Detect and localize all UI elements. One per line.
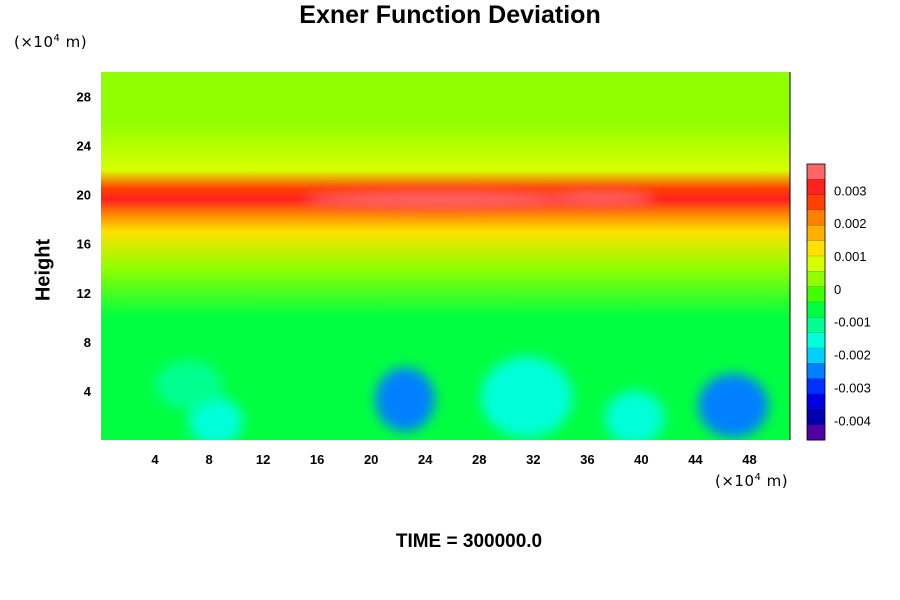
x-tick-label: 8 — [205, 452, 212, 467]
y-axis-unit: (×104 m) — [14, 33, 88, 51]
colorbar-swatch — [807, 317, 825, 334]
y-axis: 4 8 12 16 20 24 28 — [77, 90, 92, 399]
x-axis: 4 8 12 16 20 24 28 32 36 40 44 48 — [151, 452, 756, 467]
y-tick-label: 4 — [84, 384, 92, 399]
colorbar-swatch — [807, 179, 825, 196]
colorbar-swatch — [807, 286, 825, 303]
y-tick-label: 20 — [77, 188, 91, 203]
x-tick-label: 28 — [472, 452, 486, 467]
colorbar-swatch — [807, 164, 825, 180]
anomaly-5 — [155, 360, 223, 410]
anomaly-0 — [375, 367, 435, 432]
anomaly-6 — [303, 190, 574, 209]
colorbar-swatch — [807, 271, 825, 288]
anomaly-2 — [480, 356, 573, 438]
x-tick-label: 20 — [364, 452, 378, 467]
colorbar-swatch — [807, 363, 825, 380]
time-annotation: TIME = 300000.0 — [395, 531, 543, 552]
colorbar-tick-label: -0.004 — [834, 413, 871, 428]
y-tick-label: 8 — [84, 335, 91, 350]
x-tick-label: 36 — [580, 452, 594, 467]
anomaly-3 — [188, 397, 243, 440]
x-tick-label: 12 — [256, 452, 270, 467]
x-tick-label: 24 — [418, 452, 433, 467]
colorbar-tick-label: 0.003 — [834, 183, 867, 198]
colorbar-swatch — [807, 194, 825, 211]
colorbar-tick-label: -0.001 — [834, 315, 871, 330]
plot-area — [101, 72, 791, 440]
chart-title: Exner Function Deviation — [299, 1, 601, 29]
x-tick-label: 16 — [310, 452, 324, 467]
colorbar-swatch — [807, 210, 825, 226]
x-tick-label: 48 — [742, 452, 756, 467]
colorbar-tick-label: -0.002 — [834, 348, 871, 363]
colorbar-tick-label: 0.001 — [834, 249, 867, 264]
anomaly-1 — [698, 373, 769, 438]
colorbar-swatch — [807, 348, 825, 364]
colorbar-tick-label: 0 — [834, 282, 841, 297]
colorbar-swatch — [807, 302, 825, 318]
colorbar-swatch — [807, 225, 825, 242]
colorbar-frame — [806, 163, 826, 441]
x-tick-label: 44 — [688, 452, 703, 467]
colorbar-swatch — [807, 394, 825, 410]
anomaly-7 — [546, 190, 655, 206]
y-tick-label: 28 — [77, 90, 91, 105]
x-axis-unit: (×104 m) — [715, 472, 789, 490]
colorbar-swatch — [807, 378, 825, 395]
y-tick-label: 16 — [77, 237, 91, 252]
colorbar-swatch — [807, 256, 825, 272]
y-tick-label: 24 — [77, 139, 92, 154]
colorbar-swatch — [807, 409, 825, 426]
x-tick-label: 32 — [526, 452, 540, 467]
colorbar-swatch — [807, 240, 825, 257]
x-tick-label: 40 — [634, 452, 648, 467]
colorbar-tick-label: -0.003 — [834, 380, 871, 395]
colorbar: 0.003 0.002 0.001 0 -0.001 -0.002 -0.003 -0.004 — [806, 163, 871, 441]
colorbar-swatch — [807, 332, 825, 349]
colorbar-tick-label: 0.002 — [834, 216, 867, 231]
x-tick-label: 4 — [151, 452, 159, 467]
colorbar-swatch — [807, 424, 825, 441]
y-tick-label: 12 — [77, 286, 91, 301]
anomaly-4 — [604, 390, 665, 440]
